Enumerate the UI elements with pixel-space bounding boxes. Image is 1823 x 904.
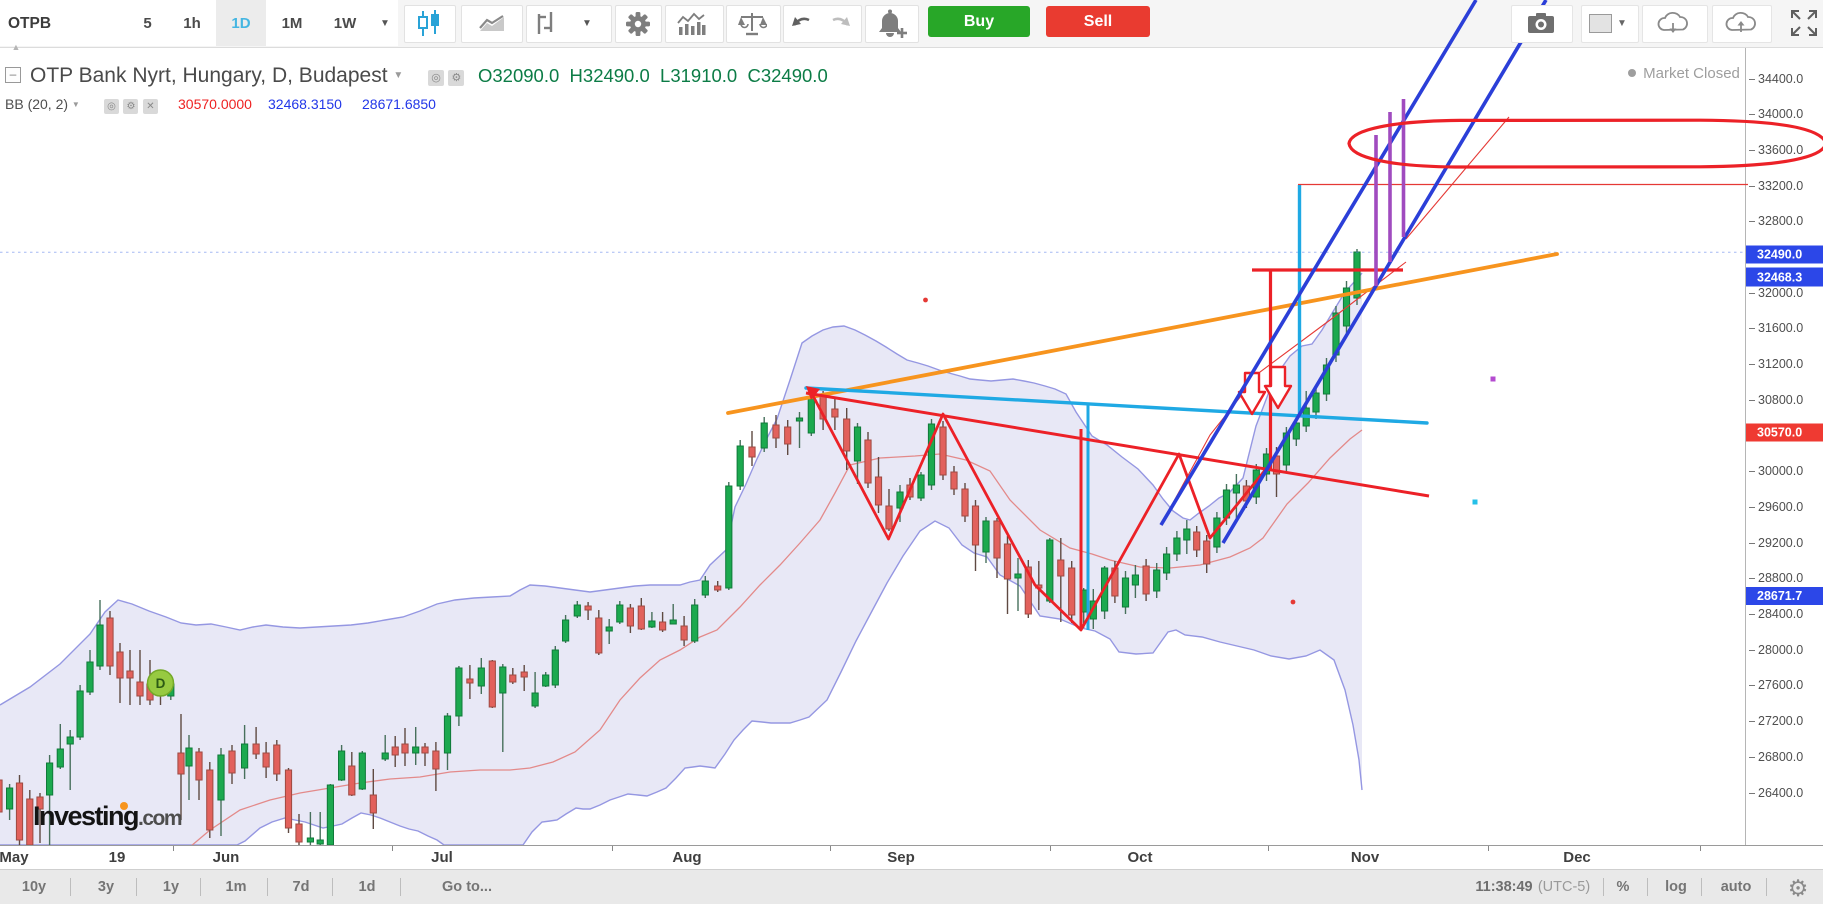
svg-text:32490.0: 32490.0 [1757, 248, 1802, 262]
svg-text:28671.7: 28671.7 [1757, 589, 1802, 603]
svg-text:32468.3: 32468.3 [1757, 271, 1802, 285]
svg-text:D: D [156, 676, 166, 691]
svg-text:30570.0: 30570.0 [1757, 426, 1802, 440]
